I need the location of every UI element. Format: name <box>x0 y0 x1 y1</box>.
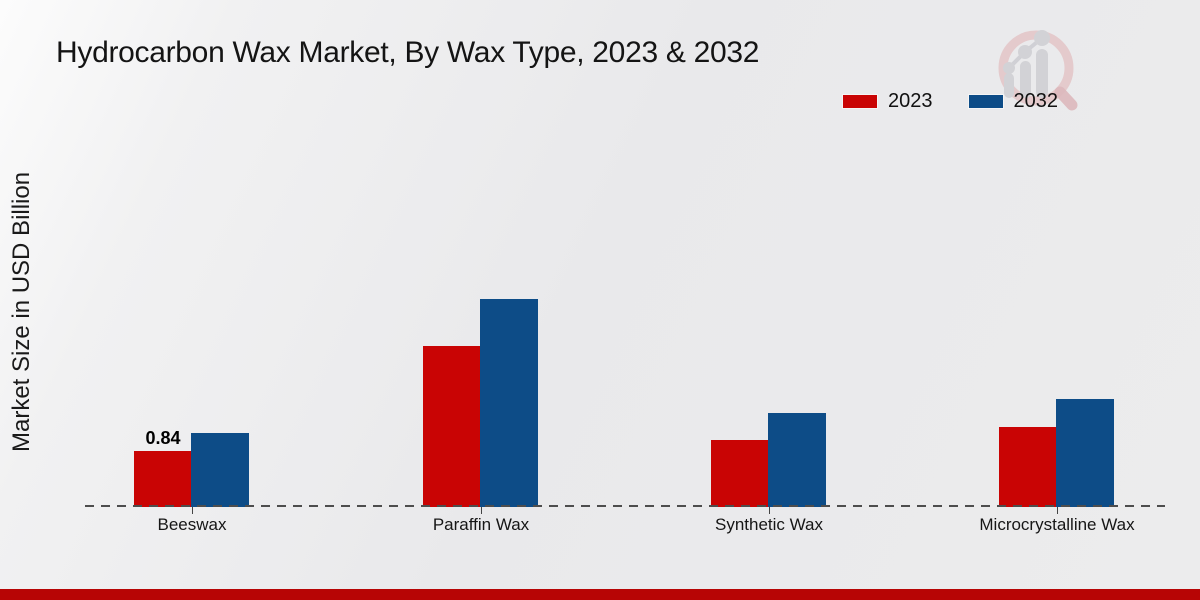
chart-title: Hydrocarbon Wax Market, By Wax Type, 202… <box>56 36 760 69</box>
legend-label-2032: 2032 <box>1013 90 1059 112</box>
category-label-beeswax: Beeswax <box>157 515 227 534</box>
x-tick-microcrystalline-wax <box>1057 507 1058 514</box>
bar-2023-paraffin-wax[interactable] <box>423 346 481 507</box>
x-tick-beeswax <box>192 507 193 514</box>
x-tick-paraffin-wax <box>481 507 482 514</box>
x-tick-synthetic-wax <box>769 507 770 514</box>
bar-2023-synthetic-wax[interactable] <box>711 440 769 507</box>
category-label-paraffin-wax: Paraffin Wax <box>432 515 530 534</box>
category-label-synthetic-wax: Synthetic Wax <box>714 515 824 534</box>
y-axis-label: Market Size in USD Billion <box>8 171 35 452</box>
legend-item-2023[interactable]: 2023 <box>842 90 933 113</box>
bar-2032-synthetic-wax[interactable] <box>768 413 826 507</box>
legend-label-2023: 2023 <box>888 90 933 112</box>
legend-swatch-2023-icon <box>842 94 878 109</box>
category-label-microcrystalline-wax: Microcrystalline Wax <box>979 515 1135 534</box>
legend: 2023 2032 <box>842 90 1059 113</box>
bar-2032-beeswax[interactable] <box>191 433 249 507</box>
legend-item-2032[interactable]: 2032 <box>967 90 1059 113</box>
bar-2032-paraffin-wax[interactable] <box>480 299 538 507</box>
bar-2023-beeswax[interactable] <box>134 451 192 507</box>
legend-swatch-2032-icon <box>967 94 1004 109</box>
magnifier-growth-chart-logo-icon <box>998 30 1078 111</box>
bar-2032-microcrystalline-wax[interactable] <box>1056 399 1114 507</box>
x-axis-dashed-baseline <box>85 505 1165 507</box>
footer-accent-strip <box>0 589 1200 600</box>
bar-2023-microcrystalline-wax[interactable] <box>999 427 1057 507</box>
value-label-beeswax-2023: 0.84 <box>145 428 181 448</box>
